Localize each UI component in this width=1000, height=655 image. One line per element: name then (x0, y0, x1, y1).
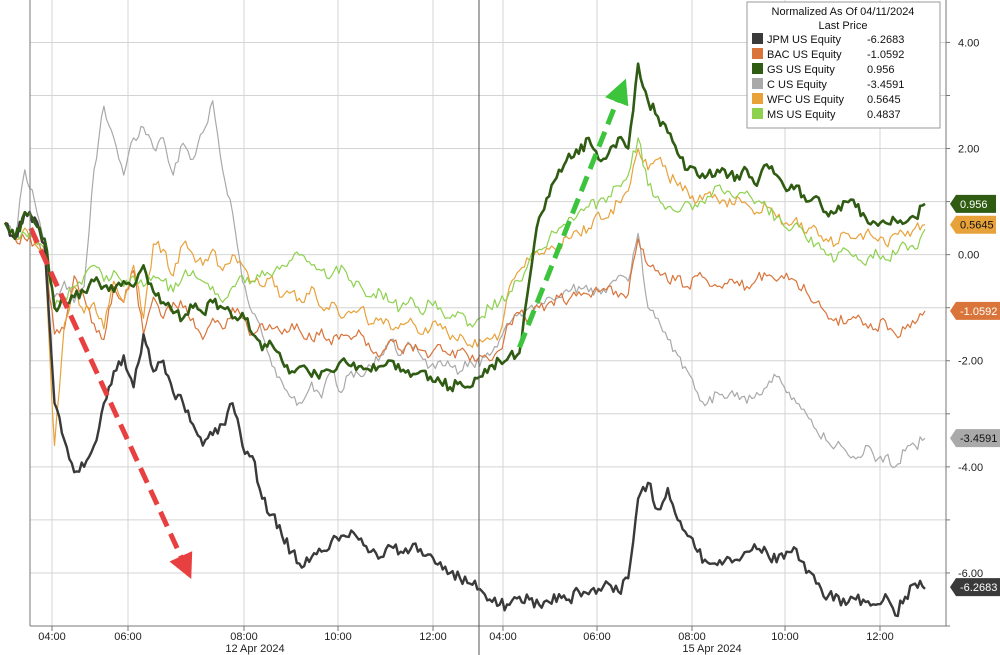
y-tick-label: -2.00 (958, 356, 983, 368)
y-tick-label: -6.00 (958, 568, 983, 580)
last-price-value: 0.5645 (960, 220, 994, 232)
up-trend-arrow (517, 78, 629, 349)
last-price-value: -6.2683 (960, 582, 997, 594)
y-tick-label: -4.00 (958, 462, 983, 474)
legend-subtitle: Last Price (819, 20, 868, 32)
legend-value: 0.956 (867, 64, 895, 76)
legend-title: Normalized As Of 04/11/2024 (772, 6, 915, 18)
legend-label: MS US Equity (767, 109, 836, 121)
x-tick-label: 10:00 (771, 631, 799, 643)
last-price-tag (950, 194, 996, 213)
last-price-tag (950, 429, 1000, 448)
x-tick-label: 04:00 (489, 631, 517, 643)
series-line-jpm (4, 210, 926, 618)
x-tick-label: 12:00 (419, 631, 447, 643)
x-tick-label: 06:00 (114, 631, 142, 643)
legend-swatch (752, 63, 763, 74)
last-price-tag (950, 215, 996, 234)
x-tick-label: 08:00 (230, 631, 258, 643)
legend-value: 0.4837 (867, 109, 901, 121)
last-price-tag (950, 578, 1000, 597)
legend-value: 0.5645 (867, 94, 901, 106)
series-line-ms (4, 137, 926, 328)
axes: 4.00 2.00 0.00 -2.00 -4.00 -6.00 04:00 06:00 08:… (29, 0, 983, 655)
last-price-tags: 0.956 0.5645 -1.0592 -3.4591 -6.2683 (950, 194, 1000, 597)
x-date-label: 12 Apr 2024 (225, 643, 284, 655)
x-tick-label: 10:00 (324, 631, 352, 643)
series-line-wfc (4, 147, 926, 447)
series-lines (3, 62, 926, 618)
legend-value: -6.2683 (867, 34, 904, 46)
series-line-bac (4, 222, 926, 362)
legend-value: -1.0592 (867, 49, 904, 61)
legend-swatch (752, 78, 763, 89)
x-tick-label: 04:00 (38, 631, 66, 643)
legend-label: C US Equity (767, 79, 827, 91)
y-tick-label: 2.00 (958, 144, 979, 156)
x-tick-label: 06:00 (583, 631, 611, 643)
y-tick-label: 4.00 (958, 37, 979, 49)
legend-value: -3.4591 (867, 79, 904, 91)
legend: Normalized As Of 04/11/2024 Last Price J… (746, 1, 941, 129)
legend-label: WFC US Equity (767, 94, 845, 106)
last-price-value: -3.4591 (960, 433, 997, 445)
legend-swatch (752, 33, 763, 44)
down-trend-arrow (28, 227, 193, 580)
y-tick-label: 0.00 (958, 250, 979, 262)
x-tick-label: 08:00 (678, 631, 706, 643)
legend-label: JPM US Equity (767, 34, 841, 46)
last-price-tag (950, 301, 1000, 320)
legend-label: BAC US Equity (767, 49, 842, 61)
legend-entries: JPM US Equity -6.2683 BAC US Equity -1.0592… (752, 33, 904, 121)
series-line-gs (3, 62, 926, 393)
series-line-c (4, 100, 926, 469)
x-tick-label: 12:00 (866, 631, 894, 643)
legend-swatch (752, 93, 763, 104)
legend-swatch (752, 48, 763, 59)
last-price-value: -1.0592 (960, 306, 997, 318)
legend-swatch (752, 108, 763, 119)
legend-label: GS US Equity (767, 64, 835, 76)
legend-box (746, 1, 941, 129)
last-price-value: 0.956 (960, 199, 988, 211)
arrow-annotations (28, 78, 629, 580)
x-date-label: 15 Apr 2024 (682, 643, 741, 655)
